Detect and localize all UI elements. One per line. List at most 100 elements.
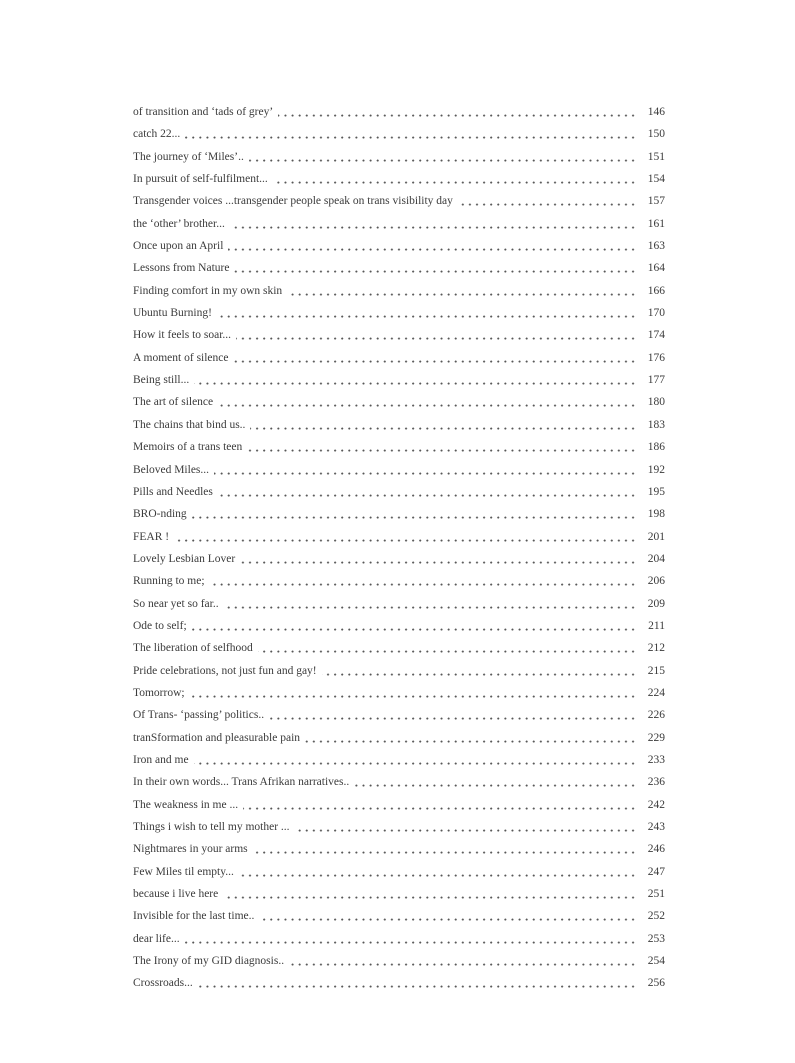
toc-entry-title: Running to me; (133, 570, 210, 593)
toc-entry: Beloved Miles... 192 (133, 458, 665, 481)
toc-entry-page-number: 242 (638, 793, 665, 816)
toc-entry: The journey of ‘Miles’.. 151 (133, 145, 665, 169)
toc-entry-title: FEAR ! (133, 525, 175, 548)
toc-entry-page-number: 150 (638, 123, 665, 146)
toc-entry-page-number: 226 (638, 704, 665, 727)
toc-entry: Once upon an April 163 (133, 235, 665, 258)
toc-entry: In their own words... Trans Afrikan narr… (133, 771, 665, 794)
toc-entry-page-number: 183 (638, 413, 665, 437)
toc-entry: dear life... 253 (133, 927, 665, 951)
toc-entry-title: The liberation of selfhood (133, 637, 258, 660)
toc-entry-page-number: 163 (638, 235, 665, 258)
toc-entry-page-number: 146 (638, 101, 665, 124)
toc-entry-page-number: 161 (638, 212, 665, 236)
toc-entry-page-number: 174 (638, 324, 665, 347)
toc-entry: Iron and me 233 (133, 748, 665, 772)
toc-entry-page-number: 253 (638, 927, 665, 951)
toc-entry: Pills and Needles 195 (133, 480, 665, 504)
toc-entry-page-number: 180 (638, 391, 665, 414)
toc-entry-title: The art of silence (133, 391, 219, 414)
toc-entry-title: Lessons from Nature (133, 257, 235, 280)
toc-entry-page-number: 195 (638, 480, 665, 504)
toc-entry-title: tranSformation and pleasurable pain (133, 726, 306, 749)
toc-entry: Ode to self; 211 (133, 614, 665, 638)
toc-entry: Lessons from Nature 164 (133, 257, 665, 280)
toc-entry: In pursuit of self-fulfilment... 154 (133, 168, 665, 191)
toc-entry: tranSformation and pleasurable pain 229 (133, 726, 665, 749)
toc-entry: Being still... 177 (133, 369, 665, 392)
toc-entry: catch 22... 150 (133, 123, 665, 146)
toc-entry-title: In their own words... Trans Afrikan narr… (133, 771, 355, 794)
toc-entry-page-number: 186 (638, 436, 665, 459)
toc-entry-title: Of Trans- ‘passing’ politics.. (133, 704, 270, 727)
toc-entry-page-number: 192 (638, 458, 665, 481)
toc-entry-page-number: 154 (638, 168, 665, 191)
toc-entry-page-number: 256 (638, 972, 665, 995)
toc-entry-title: catch 22... (133, 123, 186, 146)
toc-entry: the ‘other’ brother... 161 (133, 212, 665, 236)
toc-entry: Crossroads... 256 (133, 972, 665, 995)
toc-entry-page-number: 224 (638, 681, 665, 705)
toc-entry: The art of silence 180 (133, 391, 665, 414)
toc-entry-page-number: 236 (638, 771, 665, 794)
toc-entry-page-number: 247 (638, 860, 665, 884)
toc-entry-title: Once upon an April (133, 235, 229, 258)
toc-entry-title: Ubuntu Burning! (133, 302, 217, 325)
toc-entry-title: Ode to self; (133, 614, 192, 638)
toc-entry: because i live here 251 (133, 883, 665, 906)
toc-entry: How it feels to soar... 174 (133, 324, 665, 347)
toc-entry: Things i wish to tell my mother ... 243 (133, 816, 665, 839)
toc-entry-title: A moment of silence (133, 346, 234, 370)
toc-entry: Running to me; 206 (133, 570, 665, 593)
toc-entry-title: Few Miles til empty... (133, 860, 239, 884)
toc-entry-title: Transgender voices ...transgender people… (133, 190, 458, 213)
toc-entry-page-number: 164 (638, 257, 665, 280)
toc-entry-title: The Irony of my GID diagnosis.. (133, 950, 290, 973)
toc-entry-title: because i live here (133, 883, 224, 906)
toc-entry-page-number: 157 (638, 190, 665, 213)
toc-entry-page-number: 254 (638, 950, 665, 973)
toc-entry: BRO-nding 198 (133, 503, 665, 526)
toc-entry-page-number: 212 (638, 637, 665, 660)
toc-entry-title: Iron and me (133, 748, 194, 772)
toc-entry-page-number: 209 (638, 592, 665, 615)
toc-entry-page-number: 229 (638, 726, 665, 749)
toc-entry-page-number: 176 (638, 346, 665, 370)
toc-entry-page-number: 204 (638, 547, 665, 571)
toc-entry-title: the ‘other’ brother... (133, 212, 230, 236)
toc-entry: Memoirs of a trans teen 186 (133, 436, 665, 459)
toc-entry: The weakness in me ... 242 (133, 793, 665, 816)
toc-entry-title: Tomorrow; (133, 681, 190, 705)
toc-entry: Pride celebrations, not just fun and gay… (133, 659, 665, 682)
toc-entry-page-number: 211 (638, 614, 665, 638)
toc-entry: FEAR ! 201 (133, 525, 665, 548)
toc-entry-page-number: 166 (638, 279, 665, 303)
toc-entry-page-number: 170 (638, 302, 665, 325)
toc-entry-page-number: 177 (638, 369, 665, 392)
toc-entry-title: The weakness in me ... (133, 793, 244, 816)
toc-entry-title: Memoirs of a trans teen (133, 436, 248, 459)
toc-entry-title: Nightmares in your arms (133, 838, 253, 861)
toc-entry: A moment of silence 176 (133, 346, 665, 370)
toc-entry-title: So near yet so far.. (133, 592, 224, 615)
toc-entry: Tomorrow; 224 (133, 681, 665, 705)
toc-entry-page-number: 206 (638, 570, 665, 593)
toc-entry-title: of transition and ‘tads of grey’ (133, 101, 279, 124)
toc-entry: The chains that bind us.. 183 (133, 413, 665, 437)
toc-entry-title: Things i wish to tell my mother ... (133, 816, 295, 839)
toc-entry: of transition and ‘tads of grey’ 146 (133, 101, 665, 124)
toc-entry-title: Being still... (133, 369, 195, 392)
toc-entry: Of Trans- ‘passing’ politics.. 226 (133, 704, 665, 727)
toc-entry-page-number: 201 (638, 525, 665, 548)
table-of-contents: of transition and ‘tads of grey’ 146 cat… (133, 101, 665, 995)
toc-entry-title: The journey of ‘Miles’.. (133, 145, 249, 169)
toc-entry-title: Beloved Miles... (133, 458, 215, 481)
toc-entry-title: Pills and Needles (133, 480, 218, 504)
toc-entry: The liberation of selfhood 212 (133, 637, 665, 660)
toc-entry-page-number: 233 (638, 748, 665, 772)
toc-entry-page-number: 246 (638, 838, 665, 861)
toc-entry-page-number: 151 (638, 145, 665, 169)
toc-entry-title: How it feels to soar... (133, 324, 237, 347)
toc-entry-title: Pride celebrations, not just fun and gay… (133, 659, 322, 682)
toc-entry: Few Miles til empty... 247 (133, 860, 665, 884)
